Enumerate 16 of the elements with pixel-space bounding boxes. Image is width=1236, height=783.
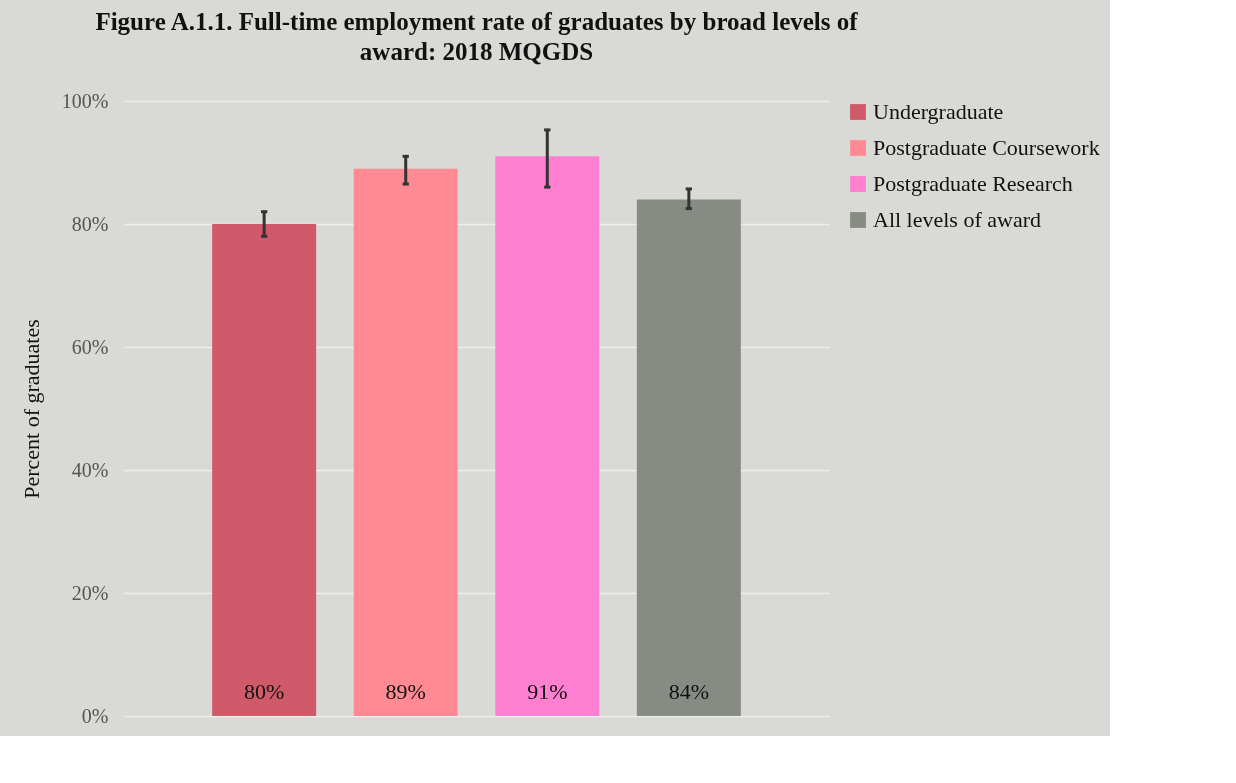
- y-tick-label: 40%: [71, 458, 109, 481]
- y-tick-label: 100%: [61, 89, 109, 112]
- y-tick-label: 60%: [71, 335, 109, 358]
- legend-label: Postgraduate Research: [873, 171, 1073, 196]
- data-label: 84%: [668, 679, 710, 704]
- data-label: 80%: [243, 679, 285, 704]
- legend-label: Postgraduate Coursework: [873, 135, 1100, 160]
- data-label: 89%: [385, 679, 426, 704]
- legend-label: All levels of award: [873, 207, 1041, 232]
- y-tick-label: 20%: [71, 581, 109, 604]
- y-tick-label: 80%: [71, 212, 109, 235]
- legend-label: Undergraduate: [873, 99, 1004, 124]
- chart-title: Figure A.1.1. Full-time employment rate of graduates by broad levels of award: 2018 MQGDS: [95, 8, 859, 65]
- y-tick-label: 0%: [81, 704, 109, 727]
- y-axis-title: Percent of graduates: [18, 319, 44, 499]
- data-label: 91%: [527, 679, 568, 704]
